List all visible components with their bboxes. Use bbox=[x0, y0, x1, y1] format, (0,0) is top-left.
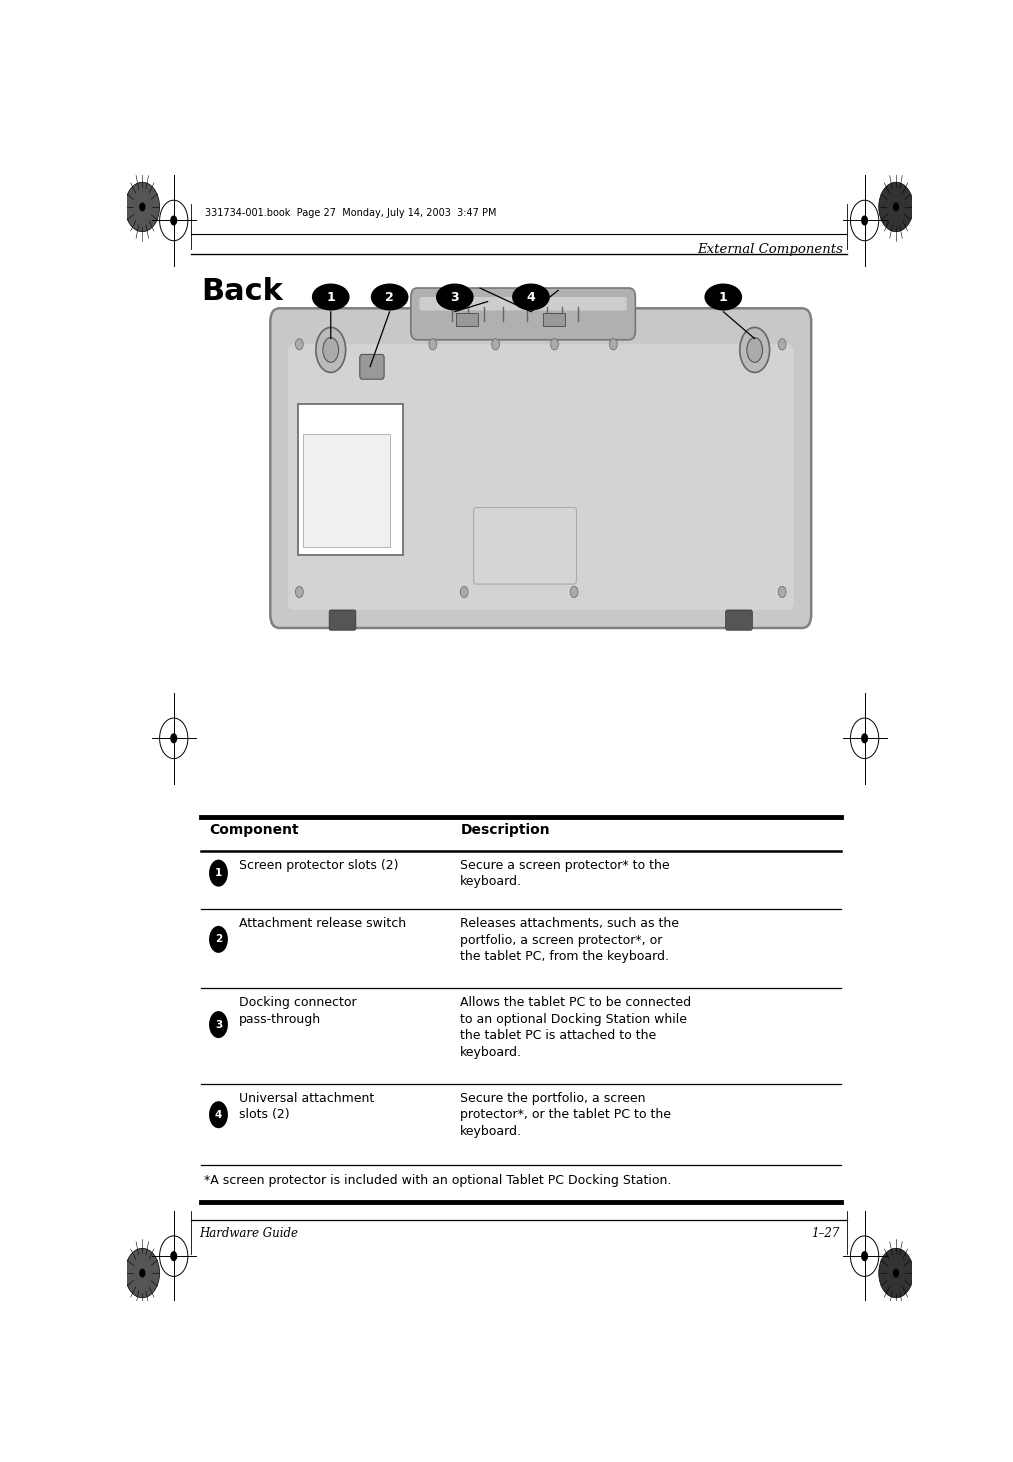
Circle shape bbox=[170, 215, 177, 225]
Circle shape bbox=[460, 586, 468, 598]
FancyBboxPatch shape bbox=[288, 344, 794, 610]
Circle shape bbox=[170, 1251, 177, 1262]
Circle shape bbox=[209, 1012, 228, 1038]
Circle shape bbox=[125, 1249, 160, 1298]
Ellipse shape bbox=[704, 284, 743, 310]
Text: Attachment release switch: Attachment release switch bbox=[239, 917, 406, 930]
Circle shape bbox=[778, 339, 786, 349]
Circle shape bbox=[892, 203, 900, 212]
Text: Screen protector slots (2): Screen protector slots (2) bbox=[239, 858, 398, 871]
Circle shape bbox=[892, 1269, 900, 1278]
Circle shape bbox=[296, 586, 303, 598]
FancyBboxPatch shape bbox=[303, 434, 390, 547]
Circle shape bbox=[610, 339, 617, 349]
Text: 1: 1 bbox=[215, 868, 222, 879]
Ellipse shape bbox=[513, 284, 550, 310]
Circle shape bbox=[861, 734, 868, 743]
Text: 331734-001.book  Page 27  Monday, July 14, 2003  3:47 PM: 331734-001.book Page 27 Monday, July 14,… bbox=[206, 208, 496, 218]
Text: 4: 4 bbox=[215, 1110, 222, 1120]
Circle shape bbox=[778, 586, 786, 598]
Circle shape bbox=[861, 215, 868, 225]
Text: Description: Description bbox=[460, 823, 550, 836]
Text: Releases attachments, such as the
portfolio, a screen protector*, or
the tablet : Releases attachments, such as the portfo… bbox=[460, 917, 680, 963]
Circle shape bbox=[209, 925, 228, 953]
FancyBboxPatch shape bbox=[329, 610, 356, 630]
Circle shape bbox=[139, 203, 146, 212]
Text: Component: Component bbox=[209, 823, 299, 836]
Circle shape bbox=[551, 339, 558, 349]
Text: *A screen protector is included with an optional Tablet PC Docking Station.: *A screen protector is included with an … bbox=[205, 1174, 672, 1187]
Ellipse shape bbox=[436, 284, 474, 310]
FancyBboxPatch shape bbox=[456, 313, 478, 326]
Circle shape bbox=[139, 1269, 146, 1278]
Circle shape bbox=[861, 1251, 868, 1262]
Text: 4: 4 bbox=[527, 291, 535, 304]
FancyBboxPatch shape bbox=[543, 313, 564, 326]
FancyBboxPatch shape bbox=[725, 610, 753, 630]
Text: 1–27: 1–27 bbox=[811, 1227, 840, 1240]
Ellipse shape bbox=[316, 327, 345, 373]
FancyBboxPatch shape bbox=[411, 288, 635, 339]
Text: Secure a screen protector* to the
keyboard.: Secure a screen protector* to the keyboa… bbox=[460, 858, 670, 889]
Text: External Components: External Components bbox=[697, 243, 843, 256]
Circle shape bbox=[428, 339, 437, 349]
Ellipse shape bbox=[323, 338, 338, 363]
Circle shape bbox=[170, 734, 177, 743]
Circle shape bbox=[878, 1249, 914, 1298]
Text: Secure the portfolio, a screen
protector*, or the tablet PC to the
keyboard.: Secure the portfolio, a screen protector… bbox=[460, 1092, 672, 1137]
Text: Allows the tablet PC to be connected
to an optional Docking Station while
the ta: Allows the tablet PC to be connected to … bbox=[460, 996, 692, 1058]
Circle shape bbox=[209, 860, 228, 886]
Text: 3: 3 bbox=[215, 1019, 222, 1029]
Circle shape bbox=[125, 183, 160, 232]
FancyBboxPatch shape bbox=[298, 404, 403, 554]
Text: 2: 2 bbox=[385, 291, 394, 304]
Ellipse shape bbox=[371, 284, 408, 310]
Ellipse shape bbox=[747, 338, 763, 363]
Text: 1: 1 bbox=[326, 291, 335, 304]
Text: Docking connector
pass-through: Docking connector pass-through bbox=[239, 996, 357, 1026]
Ellipse shape bbox=[739, 327, 770, 373]
FancyBboxPatch shape bbox=[474, 507, 576, 585]
FancyBboxPatch shape bbox=[360, 354, 384, 379]
Circle shape bbox=[209, 1101, 228, 1129]
Circle shape bbox=[296, 339, 303, 349]
Text: 1: 1 bbox=[719, 291, 727, 304]
Circle shape bbox=[491, 339, 499, 349]
Circle shape bbox=[570, 586, 578, 598]
FancyBboxPatch shape bbox=[270, 308, 811, 629]
Text: Back: Back bbox=[202, 276, 283, 306]
Circle shape bbox=[878, 183, 914, 232]
Ellipse shape bbox=[312, 284, 349, 310]
Text: 3: 3 bbox=[451, 291, 459, 304]
Text: Hardware Guide: Hardware Guide bbox=[199, 1227, 298, 1240]
FancyBboxPatch shape bbox=[419, 297, 627, 310]
Text: 2: 2 bbox=[215, 934, 222, 944]
Text: Universal attachment
slots (2): Universal attachment slots (2) bbox=[239, 1092, 374, 1121]
